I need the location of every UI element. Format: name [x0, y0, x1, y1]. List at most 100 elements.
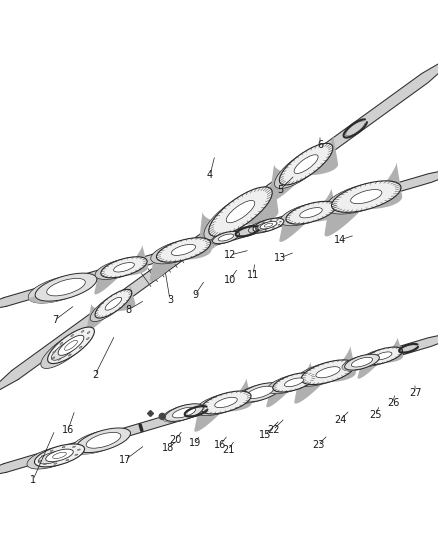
Ellipse shape — [253, 218, 284, 232]
Polygon shape — [266, 362, 316, 407]
Ellipse shape — [279, 221, 281, 222]
Ellipse shape — [86, 337, 89, 340]
Ellipse shape — [264, 223, 273, 227]
Polygon shape — [0, 163, 438, 314]
Ellipse shape — [345, 354, 379, 370]
Ellipse shape — [170, 408, 193, 418]
Ellipse shape — [162, 405, 201, 422]
Ellipse shape — [75, 454, 78, 455]
Ellipse shape — [101, 257, 147, 278]
Ellipse shape — [211, 232, 238, 244]
Polygon shape — [71, 432, 131, 454]
Polygon shape — [87, 285, 135, 330]
Ellipse shape — [156, 238, 211, 262]
Text: 13: 13 — [274, 253, 286, 263]
Text: 16: 16 — [214, 440, 226, 450]
Ellipse shape — [217, 235, 232, 241]
Text: 16: 16 — [62, 425, 74, 435]
Ellipse shape — [27, 446, 77, 469]
Polygon shape — [194, 378, 252, 432]
Text: 19: 19 — [189, 438, 201, 448]
Ellipse shape — [284, 378, 304, 386]
Ellipse shape — [263, 222, 265, 223]
Text: 23: 23 — [312, 440, 324, 450]
Ellipse shape — [349, 358, 370, 368]
Text: 12: 12 — [224, 250, 236, 260]
Text: 18: 18 — [162, 443, 174, 453]
Ellipse shape — [239, 383, 281, 402]
Ellipse shape — [66, 459, 69, 461]
Ellipse shape — [64, 340, 78, 350]
Ellipse shape — [364, 347, 403, 365]
Ellipse shape — [267, 374, 310, 394]
Polygon shape — [94, 245, 148, 294]
Ellipse shape — [300, 207, 322, 218]
Ellipse shape — [41, 332, 88, 368]
Ellipse shape — [275, 147, 328, 189]
Ellipse shape — [72, 446, 75, 448]
Polygon shape — [357, 337, 403, 379]
Ellipse shape — [257, 225, 259, 226]
Ellipse shape — [71, 430, 125, 454]
Polygon shape — [211, 233, 240, 244]
Polygon shape — [342, 357, 379, 371]
Ellipse shape — [294, 155, 318, 174]
Ellipse shape — [195, 393, 245, 416]
Ellipse shape — [47, 278, 85, 296]
Text: 27: 27 — [409, 388, 421, 398]
Ellipse shape — [273, 373, 315, 392]
Polygon shape — [42, 329, 94, 368]
Ellipse shape — [173, 407, 195, 418]
Ellipse shape — [50, 450, 53, 451]
Ellipse shape — [77, 428, 131, 453]
Ellipse shape — [81, 330, 84, 333]
Ellipse shape — [71, 334, 74, 337]
Ellipse shape — [279, 143, 333, 185]
Ellipse shape — [295, 361, 349, 386]
Ellipse shape — [53, 453, 67, 458]
Ellipse shape — [51, 340, 77, 360]
Polygon shape — [27, 448, 85, 469]
Ellipse shape — [270, 220, 272, 221]
Ellipse shape — [201, 391, 251, 414]
Text: 14: 14 — [334, 235, 346, 245]
Text: 7: 7 — [52, 315, 58, 325]
Ellipse shape — [204, 190, 267, 240]
Ellipse shape — [105, 297, 122, 310]
Ellipse shape — [316, 367, 340, 378]
Ellipse shape — [60, 342, 63, 344]
Ellipse shape — [218, 234, 234, 241]
Ellipse shape — [46, 449, 73, 462]
Ellipse shape — [235, 384, 277, 403]
Polygon shape — [198, 177, 279, 255]
Ellipse shape — [41, 455, 44, 457]
Text: 10: 10 — [224, 275, 236, 285]
Text: 3: 3 — [167, 295, 173, 305]
Ellipse shape — [260, 221, 277, 229]
Ellipse shape — [113, 263, 134, 272]
Text: 17: 17 — [119, 455, 131, 465]
Polygon shape — [248, 221, 284, 233]
Ellipse shape — [86, 432, 121, 448]
Ellipse shape — [58, 358, 61, 360]
Polygon shape — [235, 386, 281, 403]
Ellipse shape — [151, 239, 205, 264]
Polygon shape — [0, 46, 438, 401]
Ellipse shape — [79, 346, 82, 348]
Ellipse shape — [165, 404, 203, 422]
Ellipse shape — [326, 182, 395, 214]
Polygon shape — [279, 188, 337, 242]
Ellipse shape — [247, 386, 273, 399]
Ellipse shape — [48, 327, 95, 364]
Ellipse shape — [255, 223, 272, 230]
Text: 5: 5 — [277, 185, 283, 195]
Polygon shape — [0, 326, 438, 481]
Ellipse shape — [256, 228, 258, 229]
Polygon shape — [28, 278, 97, 303]
Ellipse shape — [171, 245, 196, 255]
Ellipse shape — [374, 352, 392, 360]
Text: 4: 4 — [207, 170, 213, 180]
Polygon shape — [294, 346, 356, 403]
Polygon shape — [150, 224, 212, 281]
Ellipse shape — [248, 220, 279, 233]
